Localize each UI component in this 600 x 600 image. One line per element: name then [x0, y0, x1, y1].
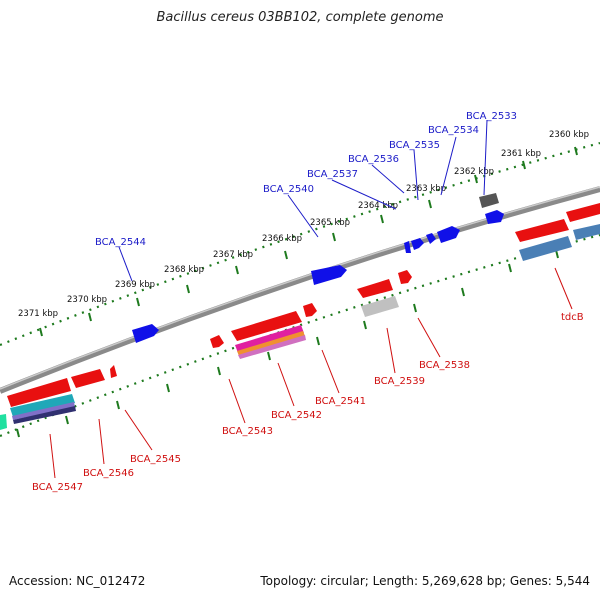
tick-label: 2369 kbp — [115, 280, 155, 290]
gene-feature[interactable] — [479, 193, 499, 208]
gene-feature[interactable] — [361, 296, 399, 317]
forward-genes — [132, 193, 504, 343]
page-title: Bacillus cereus 03BB102, complete genome — [156, 10, 444, 25]
gene-feature[interactable] — [13, 406, 76, 424]
gene-label[interactable]: BCA_2542 — [271, 410, 322, 421]
gene-label[interactable]: BCA_2540 — [263, 184, 314, 195]
genome-backbone-highlight — [0, 186, 600, 390]
tick-label: 2361 kbp — [501, 149, 541, 159]
gene-label[interactable]: tdcB — [561, 312, 584, 323]
accession-text: Accession: NC_012472 — [9, 574, 146, 588]
gene-label[interactable]: BCA_2544 — [95, 237, 146, 248]
gene-feature[interactable] — [132, 324, 159, 343]
tick-label: 2368 kbp — [164, 265, 204, 275]
gene-label[interactable]: BCA_2535 — [389, 140, 440, 151]
gene-feature[interactable] — [71, 369, 105, 388]
gene-feature[interactable] — [357, 279, 393, 298]
inner-tick-track — [0, 233, 600, 438]
tick-label: 2364 kbp — [358, 201, 398, 211]
tick-labels: 2360 kbp 2361 kbp 2362 kbp 2363 kbp 2364… — [18, 130, 589, 319]
forward-leader-lines — [118, 119, 488, 282]
gene-label[interactable]: BCA_2537 — [307, 169, 358, 180]
gene-label[interactable]: BCA_2534 — [428, 125, 479, 136]
gene-feature[interactable] — [426, 233, 436, 244]
gene-feature[interactable] — [231, 311, 302, 341]
gene-feature[interactable] — [566, 203, 600, 222]
topology-text: Topology: circular; Length: 5,269,628 bp… — [260, 574, 590, 588]
reverse-gene-labels: tdcB BCA_2538 BCA_2539 BCA_2541 BCA_2542… — [32, 312, 584, 493]
gene-label[interactable]: BCA_2533 — [466, 111, 517, 122]
gene-feature[interactable] — [411, 238, 424, 250]
gene-label[interactable]: BCA_2539 — [374, 376, 425, 387]
gene-feature[interactable] — [404, 241, 411, 253]
tick-label: 2363 kbp — [406, 184, 446, 194]
gene-feature[interactable] — [12, 402, 75, 420]
gene-label[interactable]: BCA_2543 — [222, 426, 273, 437]
gene-label[interactable]: BCA_2538 — [419, 360, 470, 371]
gene-feature[interactable] — [437, 226, 460, 243]
tick-label: 2370 kbp — [67, 295, 107, 305]
outer-major-ticks — [39, 146, 578, 337]
tick-label: 2371 kbp — [18, 309, 58, 319]
forward-gene-labels: BCA_2533 BCA_2534 BCA_2535 BCA_2536 BCA_… — [95, 111, 517, 248]
gene-feature[interactable] — [519, 236, 572, 261]
gene-feature[interactable] — [573, 224, 600, 240]
gene-feature[interactable] — [515, 219, 569, 242]
gene-feature[interactable] — [238, 335, 306, 359]
outer-tick-track — [0, 141, 600, 347]
tick-label: 2366 kbp — [262, 234, 302, 244]
gene-feature[interactable] — [235, 325, 304, 353]
gene-label[interactable]: BCA_2541 — [315, 396, 366, 407]
tick-label: 2360 kbp — [549, 130, 589, 140]
gene-feature[interactable] — [110, 365, 117, 378]
gene-label[interactable]: BCA_2547 — [32, 482, 83, 493]
gene-label[interactable]: BCA_2536 — [348, 154, 399, 165]
gene-feature[interactable] — [303, 303, 317, 317]
gene-feature[interactable] — [0, 414, 7, 430]
gene-feature[interactable] — [485, 210, 504, 224]
gene-feature[interactable] — [311, 265, 347, 285]
gene-feature[interactable] — [7, 378, 71, 407]
genome-backbone — [0, 186, 600, 394]
gene-feature[interactable] — [10, 394, 75, 417]
gene-feature[interactable] — [237, 331, 305, 356]
gene-label[interactable]: BCA_2545 — [130, 454, 181, 465]
tick-label: 2367 kbp — [213, 250, 253, 260]
gene-feature[interactable] — [210, 335, 224, 348]
gene-label[interactable]: BCA_2546 — [83, 468, 134, 479]
reverse-genes — [0, 203, 600, 430]
inner-major-ticks — [16, 249, 559, 438]
tick-label: 2365 kbp — [310, 218, 350, 228]
tick-label: 2362 kbp — [454, 167, 494, 177]
gene-feature[interactable] — [398, 270, 412, 284]
reverse-leader-lines — [49, 267, 573, 479]
